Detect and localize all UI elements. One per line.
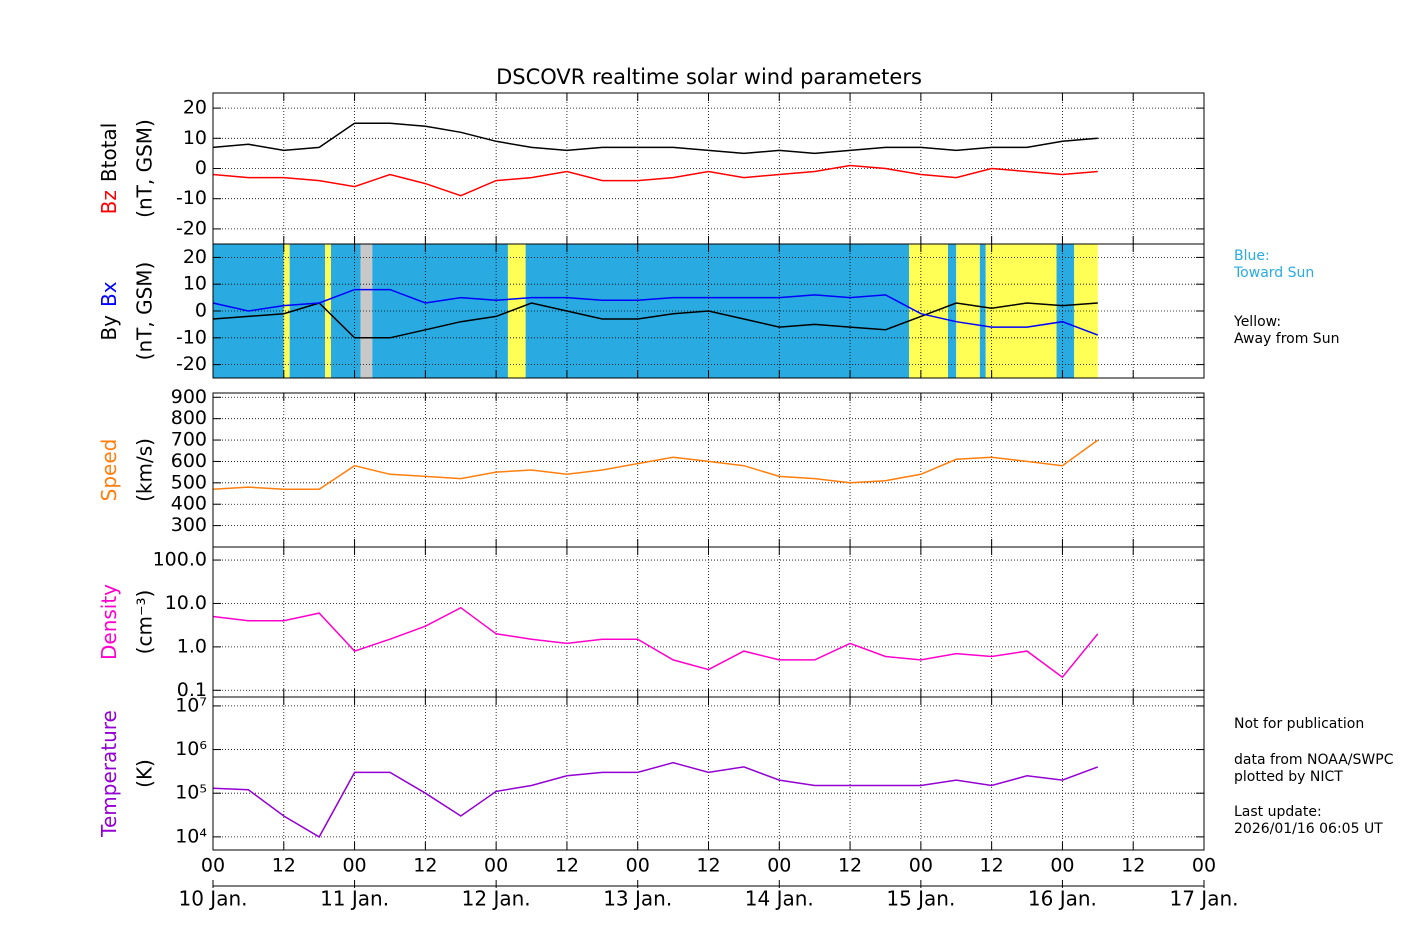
legend-entry: Density [97, 584, 121, 660]
series-line [212, 606, 1099, 679]
x-tick-label: 12 [696, 855, 720, 877]
x-tick-label: 12 [555, 855, 579, 877]
y-tick-label: 20 [183, 97, 207, 119]
y-tick-label: 300 [171, 514, 207, 536]
series-line [212, 302, 1098, 339]
note: plotted by NICT [1234, 769, 1343, 785]
y-tick-label: 10⁴ [175, 825, 207, 847]
series-line [212, 439, 1099, 491]
sector-band [979, 244, 986, 378]
date-tick-label: 10 Jan. [179, 887, 248, 911]
legend-entry: Temperature [97, 710, 121, 838]
sector-band [947, 244, 957, 378]
note: 2026/01/16 06:05 UT [1234, 821, 1383, 837]
y-tick-label: 500 [171, 471, 207, 493]
y-tick-label: 20 [183, 246, 207, 268]
x-tick-label: 12 [980, 855, 1004, 877]
y-tick-label: 10 [183, 273, 207, 295]
y-tick-label: 800 [171, 407, 207, 429]
date-tick-label: 12 Jan. [462, 887, 531, 911]
x-tick-label: 00 [1050, 855, 1074, 877]
y-tick-label: 1.0 [177, 635, 207, 657]
x-tick-label: 00 [484, 855, 508, 877]
legend-entry: Bz [97, 190, 121, 214]
date-tick-label: 14 Jan. [745, 887, 814, 911]
series-line [212, 761, 1099, 838]
y-tick-label: 10.0 [165, 592, 207, 614]
y-axis-unit: (K) [133, 759, 157, 788]
y-tick-label: 400 [171, 493, 207, 515]
x-tick-label: 00 [767, 855, 791, 877]
note: Last update: [1234, 804, 1322, 820]
series-line [212, 122, 1098, 155]
y-tick-label: 900 [171, 386, 207, 408]
note: data from NOAA/SWPC [1234, 752, 1394, 768]
x-tick-label: 00 [909, 855, 933, 877]
y-tick-label: -10 [176, 187, 207, 209]
chart-title: DSCOVR realtime solar wind parameters [496, 65, 922, 89]
y-tick-label: 0 [195, 300, 207, 322]
y-axis-label: Speed [97, 439, 121, 502]
date-tick-label: 13 Jan. [603, 887, 672, 911]
sector-legend: Away from Sun [1234, 331, 1339, 347]
sector-legend: Blue: [1234, 248, 1270, 264]
y-axis-unit: (nT, GSM) [133, 262, 157, 361]
y-axis-label: Bz Btotal [97, 123, 121, 215]
y-axis-label: Temperature [97, 710, 121, 838]
y-tick-label: 10⁵ [175, 782, 207, 804]
y-axis-unit: (km/s) [133, 438, 157, 502]
legend-entry: By [97, 315, 121, 341]
y-tick-label: -10 [176, 326, 207, 348]
y-tick-label: 10⁷ [175, 694, 207, 716]
date-tick-label: 11 Jan. [320, 887, 389, 911]
sector-band [956, 244, 980, 378]
y-axis-unit: (cm⁻³) [133, 590, 157, 655]
legend-entry: Btotal [97, 123, 121, 182]
series-line [212, 288, 1099, 336]
date-tick-label: 16 Jan. [1028, 887, 1097, 911]
y-tick-label: -20 [176, 217, 207, 239]
x-tick-label: 12 [413, 855, 437, 877]
sector-legend: Yellow: [1233, 314, 1281, 330]
y-axis-label: Density [97, 584, 121, 660]
y-tick-label: 700 [171, 429, 207, 451]
series-line [212, 164, 1098, 197]
y-axis-label: By Bx [97, 281, 121, 340]
sector-band [372, 244, 508, 378]
note: Not for publication [1234, 716, 1364, 732]
date-tick-label: 15 Jan. [886, 887, 955, 911]
y-tick-label: 10⁶ [175, 738, 207, 760]
y-tick-label: 0 [195, 157, 207, 179]
x-tick-label: 12 [838, 855, 862, 877]
y-tick-label: 10 [183, 127, 207, 149]
y-tick-label: 0.1 [177, 679, 207, 701]
y-axis-unit: (nT, GSM) [133, 119, 157, 218]
x-tick-label: 00 [342, 855, 366, 877]
x-tick-label: 00 [201, 855, 225, 877]
plot-frame [212, 696, 1205, 851]
date-tick-label: 17 Jan. [1170, 887, 1239, 911]
x-tick-label: 00 [1192, 855, 1216, 877]
y-tick-label: 600 [171, 450, 207, 472]
sector-band [289, 244, 326, 378]
legend-entry: Bx [97, 281, 121, 307]
x-tick-label: 12 [1121, 855, 1145, 877]
sector-legend: Toward Sun [1233, 265, 1314, 281]
x-tick-label: 12 [272, 855, 296, 877]
y-tick-label: -20 [176, 353, 207, 375]
legend-entry: Speed [97, 439, 121, 502]
x-tick-label: 00 [626, 855, 650, 877]
y-tick-label: 100.0 [153, 549, 207, 571]
plot-frame [212, 243, 1205, 379]
sector-band [283, 244, 290, 378]
